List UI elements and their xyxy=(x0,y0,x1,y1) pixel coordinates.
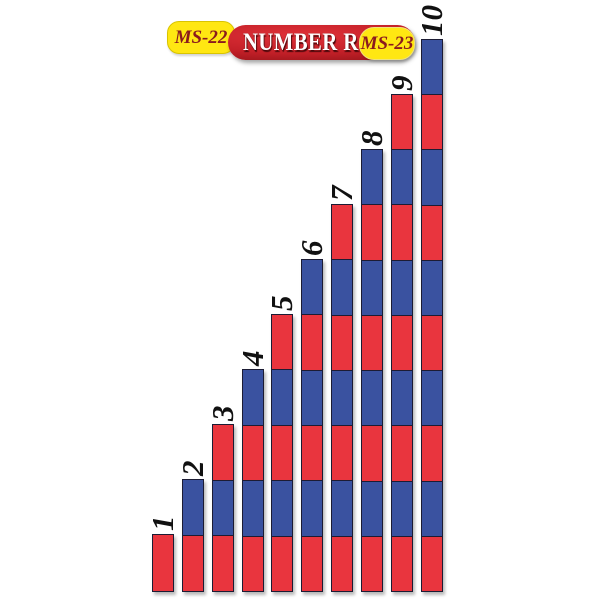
rod-number-label: 3 xyxy=(205,405,240,422)
rod-segment-blue xyxy=(302,369,322,425)
rod-segment-red xyxy=(302,535,322,591)
rod-segment-red xyxy=(362,535,382,591)
rod-segment-blue xyxy=(243,370,263,425)
product-code-right-label: MS-23 xyxy=(360,32,414,54)
rod-1 xyxy=(152,534,174,592)
rod-segment-red xyxy=(332,535,352,591)
product-code-left-label: MS-22 xyxy=(174,26,228,48)
rod-segment-blue xyxy=(422,40,442,95)
rod-segment-blue xyxy=(362,150,382,205)
rod-segment-blue xyxy=(392,149,412,205)
rod-segment-red xyxy=(392,535,412,591)
rod-segment-red xyxy=(392,314,412,371)
rod-segment-red xyxy=(302,424,322,481)
rod-number-label: 7 xyxy=(324,185,359,202)
product-code-badge-ms22: MS-22 xyxy=(167,21,235,54)
rod-segment-blue xyxy=(362,480,382,536)
rod-segment-red xyxy=(302,314,322,370)
rod-9 xyxy=(391,94,413,592)
rod-segment-blue xyxy=(332,259,352,315)
rod-number-label: 6 xyxy=(294,240,329,257)
rod-segment-red xyxy=(332,425,352,481)
rod-4 xyxy=(242,369,264,592)
rod-segment-red xyxy=(392,204,412,260)
rod-segment-blue xyxy=(392,370,412,426)
rod-segment-blue xyxy=(422,149,442,205)
rod-segment-blue xyxy=(183,480,203,535)
rod-segment-red xyxy=(422,535,442,592)
rod-number-label: 8 xyxy=(354,130,389,147)
rod-10 xyxy=(421,39,443,592)
rod-number-label: 9 xyxy=(384,75,419,92)
product-code-badge-ms23: MS-23 xyxy=(359,27,415,60)
rod-segment-red xyxy=(272,315,292,370)
rod-number-label: 5 xyxy=(264,295,299,312)
rod-segment-red xyxy=(213,535,233,592)
rod-number-label: 1 xyxy=(145,515,180,532)
rod-segment-red xyxy=(392,425,412,481)
rod-segment-blue xyxy=(332,369,352,426)
rod-segment-red xyxy=(422,315,442,371)
rod-segment-red xyxy=(422,425,442,481)
rod-segment-red xyxy=(153,535,173,591)
rod-segment-blue xyxy=(362,259,382,315)
rod-segment-red xyxy=(392,95,412,150)
rod-segment-red xyxy=(332,205,352,260)
rod-6 xyxy=(301,259,323,592)
rod-segment-blue xyxy=(213,479,233,536)
rod-segment-blue xyxy=(302,260,322,315)
rod-segment-red xyxy=(422,204,442,260)
rod-segment-red xyxy=(422,94,442,150)
rod-5 xyxy=(271,314,293,592)
rod-segment-blue xyxy=(422,370,442,426)
rod-segment-red xyxy=(272,424,292,481)
rod-segment-blue xyxy=(302,480,322,536)
rod-segment-blue xyxy=(422,259,442,316)
rod-segment-red xyxy=(362,425,382,481)
rod-segment-blue xyxy=(243,480,263,536)
rod-number-label: 2 xyxy=(175,460,210,477)
rod-segment-red xyxy=(183,535,203,591)
rod-segment-blue xyxy=(392,480,412,536)
rod-2 xyxy=(182,479,204,592)
rod-3 xyxy=(212,424,234,592)
rod-segment-blue xyxy=(272,369,292,425)
rod-segment-blue xyxy=(362,370,382,426)
rod-8 xyxy=(361,149,383,592)
rod-segment-blue xyxy=(332,480,352,536)
rod-segment-red xyxy=(243,535,263,591)
rod-7 xyxy=(331,204,353,592)
rod-segment-red xyxy=(213,425,233,480)
rod-segment-blue xyxy=(392,259,412,315)
rod-segment-blue xyxy=(422,480,442,536)
rod-segment-red xyxy=(332,314,352,370)
rod-segment-red xyxy=(272,535,292,592)
rod-segment-red xyxy=(362,204,382,260)
rod-number-label: 4 xyxy=(235,350,270,367)
rod-segment-red xyxy=(243,424,263,480)
rod-segment-red xyxy=(362,314,382,370)
rod-number-label: 10 xyxy=(414,5,449,36)
rod-segment-blue xyxy=(272,480,292,536)
